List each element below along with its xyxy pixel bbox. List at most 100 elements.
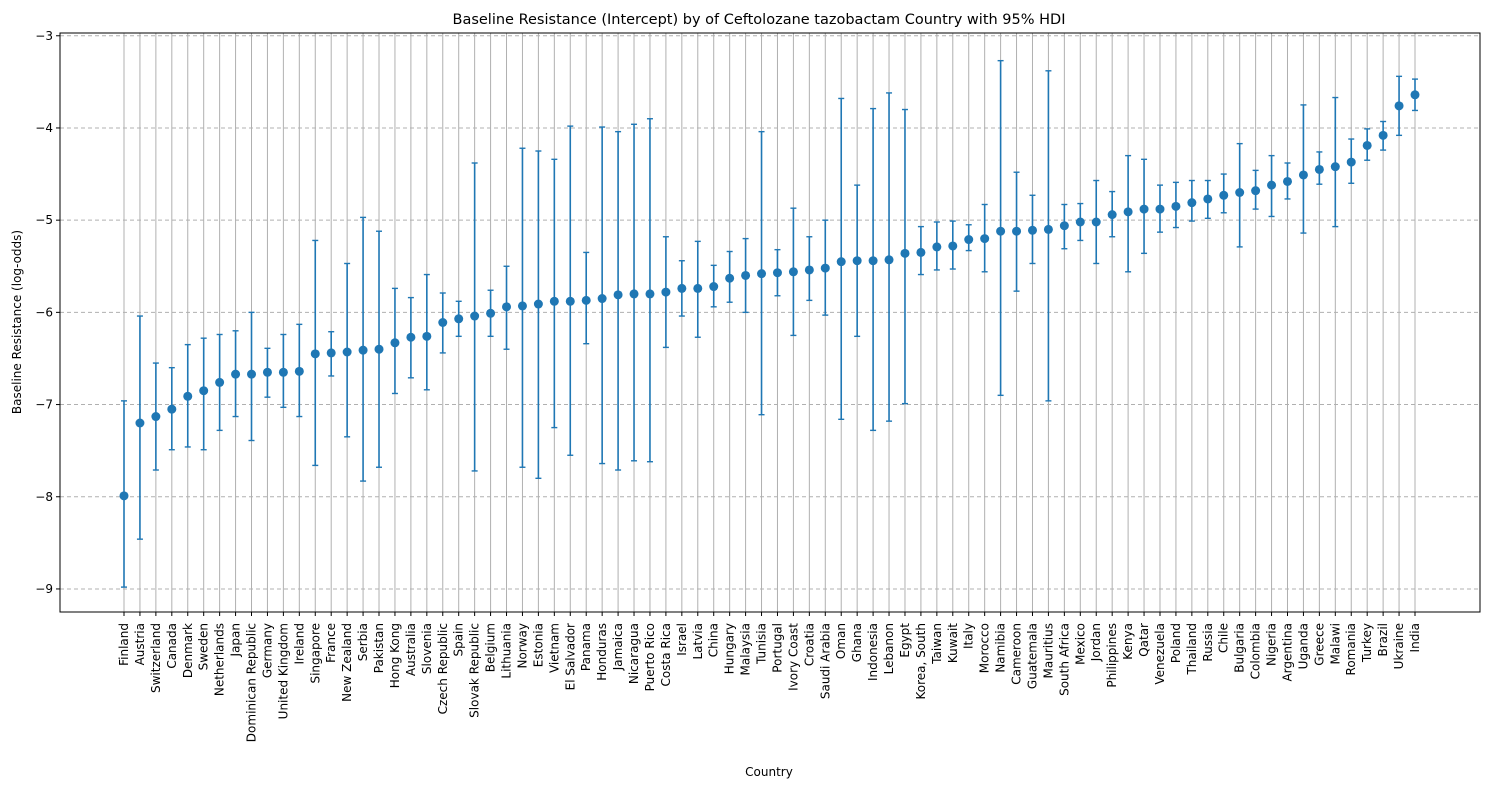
data-point (1267, 180, 1277, 190)
data-point (1330, 162, 1340, 172)
data-point (247, 369, 257, 379)
x-tick-label: Slovenia (420, 623, 434, 674)
x-tick-label: Latvia (691, 623, 705, 660)
x-tick-label: Hungary (723, 623, 737, 674)
x-tick-label: Dominican Republic (245, 623, 259, 742)
x-tick-label: Greece (1312, 623, 1326, 666)
y-tick-label: −4 (35, 121, 53, 135)
data-point (262, 367, 272, 377)
data-point (151, 412, 161, 422)
x-tick-label: Costa Rica (659, 623, 673, 686)
x-tick-label: Netherlands (213, 623, 227, 696)
x-tick-label: South Africa (1057, 623, 1071, 696)
x-tick-label: Estonia (531, 623, 545, 667)
data-point (390, 338, 400, 348)
data-point (741, 270, 751, 280)
plot-area-frame (59, 32, 1481, 613)
x-tick-label: Namibia (994, 623, 1008, 673)
x-tick-label: Egypt (898, 623, 912, 658)
data-point (1139, 204, 1149, 214)
data-point (231, 369, 241, 379)
x-tick-label: Venezuela (1153, 623, 1167, 685)
data-point (645, 289, 655, 299)
x-tick-label: Singapore (308, 623, 322, 684)
x-tick-label: Finland (117, 623, 131, 666)
data-point (1059, 221, 1069, 231)
x-axis-label: Country (745, 765, 793, 779)
x-tick-label: El Salvador (563, 623, 577, 690)
data-point (1171, 201, 1181, 211)
x-tick-label: Jamaica (611, 623, 625, 671)
x-tick-label: Colombia (1249, 623, 1263, 679)
x-tick-label: Taiwan (930, 623, 944, 665)
x-tick-label: China (707, 623, 721, 657)
x-gridlines (123, 33, 1416, 612)
x-tick-label: France (324, 623, 338, 663)
x-tick-label: Puerto Rico (643, 623, 657, 691)
x-tick-label: Australia (404, 623, 418, 676)
data-point (1346, 157, 1356, 167)
data-point (996, 226, 1006, 236)
x-tick-label: Croatia (802, 623, 816, 666)
data-point (1314, 164, 1324, 174)
data-point (438, 318, 448, 327)
data-point (916, 247, 926, 257)
x-tick-label: Malawi (1328, 623, 1342, 665)
data-point (1075, 217, 1085, 227)
data-point (772, 268, 782, 278)
x-tick-label: Guatemala (1025, 623, 1039, 689)
data-point (1027, 225, 1037, 235)
data-point (900, 248, 910, 258)
x-tick-label: Argentina (1280, 623, 1294, 682)
x-tick-label: Uganda (1296, 623, 1310, 669)
x-tick-label: Norway (515, 623, 529, 669)
x-tick-label: Russia (1201, 623, 1215, 662)
data-point (502, 302, 512, 312)
x-tick-label: Italy (962, 623, 976, 649)
x-tick-label: Brazil (1376, 623, 1390, 657)
data-point (342, 347, 352, 357)
y-axis-label: Baseline Resistance (log-odds) (10, 230, 24, 414)
data-point (581, 295, 591, 305)
data-point (820, 263, 830, 273)
x-tick-label: Romania (1344, 623, 1358, 675)
data-point (1187, 198, 1197, 208)
data-point (868, 256, 878, 266)
data-point (549, 296, 559, 306)
data-point (1394, 101, 1404, 111)
x-tick-label: Mauritius (1041, 623, 1055, 678)
data-point (1282, 176, 1292, 186)
data-point (215, 377, 225, 387)
x-tick-label: United Kingdom (276, 623, 290, 719)
x-tick-label: Nicaragua (627, 623, 641, 684)
x-tick-label: Mexico (1073, 623, 1087, 665)
x-tick-label: Chile (1217, 623, 1231, 653)
data-point (709, 282, 719, 292)
x-tick-label: Morocco (978, 623, 992, 673)
x-tick-label: Qatar (1137, 623, 1151, 657)
data-point (374, 344, 384, 354)
x-tick-label: Honduras (595, 623, 609, 681)
x-tick-label: Oman (834, 623, 848, 659)
data-point (1012, 226, 1022, 236)
x-tick-label: Nigeria (1265, 623, 1279, 666)
x-tick-label: Poland (1169, 623, 1183, 663)
data-point (1123, 207, 1133, 217)
data-point (1219, 190, 1229, 200)
data-point (725, 273, 735, 283)
data-point (1410, 90, 1420, 100)
x-tick-label: Jordan (1089, 623, 1103, 662)
x-tick-label: Vietnam (547, 623, 561, 673)
x-tick-label: Serbia (356, 623, 370, 661)
y-tick-label: −9 (35, 582, 53, 596)
data-point (836, 257, 846, 267)
data-point (932, 242, 942, 252)
x-tick-label: Kuwait (946, 623, 960, 663)
x-tick-label: Philippines (1105, 623, 1119, 688)
data-point (406, 332, 416, 342)
chart-title: Baseline Resistance (Intercept) by of Ce… (453, 12, 1066, 28)
data-point (677, 283, 687, 293)
x-tick-label: Ghana (850, 623, 864, 662)
data-point (1155, 204, 1165, 214)
data-point (1298, 170, 1308, 180)
